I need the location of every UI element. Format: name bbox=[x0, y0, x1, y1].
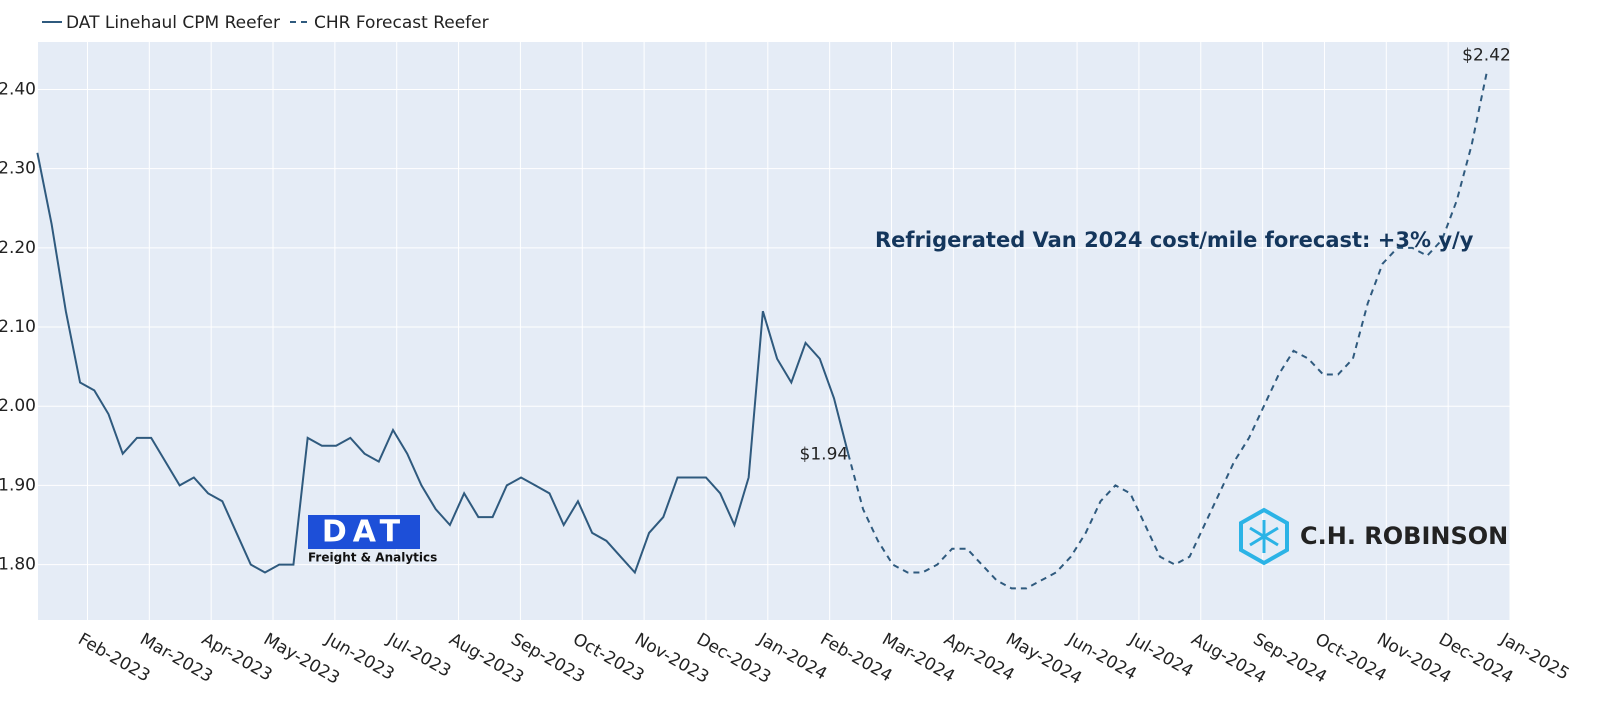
data-label: $1.94 bbox=[800, 445, 849, 465]
y-tick-label: 2.20 bbox=[0, 238, 36, 258]
plot-area bbox=[38, 42, 1510, 620]
logo-box bbox=[308, 515, 420, 549]
data-label: $2.42 bbox=[1462, 46, 1511, 66]
lines bbox=[36, 73, 1488, 590]
y-tick-label: 1.80 bbox=[0, 555, 36, 575]
y-tick-label: 2.40 bbox=[0, 80, 36, 100]
series-line bbox=[847, 73, 1488, 590]
dat-logo: DAT Freight & Analytics bbox=[308, 515, 437, 565]
y-tick-label: 1.90 bbox=[0, 475, 36, 495]
y-tick-label: 2.10 bbox=[0, 317, 36, 337]
logo-icon-lines bbox=[1249, 520, 1279, 553]
legend-label: CHR Forecast Reefer bbox=[314, 13, 489, 33]
logo-text: C.H. ROBINSON bbox=[1300, 522, 1508, 550]
logo-text: DAT bbox=[322, 515, 406, 550]
y-tick-label: 2.30 bbox=[0, 159, 36, 179]
series-line bbox=[36, 152, 850, 575]
logo-icon bbox=[1239, 507, 1289, 566]
chr-logo: C.H. ROBINSON bbox=[1239, 507, 1508, 566]
annotation: Refrigerated Van 2024 cost/mile forecast… bbox=[875, 228, 1474, 252]
legend: DAT Linehaul CPM Reefer CHR Forecast Reef… bbox=[42, 13, 489, 33]
legend-label: DAT Linehaul CPM Reefer bbox=[66, 13, 280, 33]
y-tick-label: 2.00 bbox=[0, 396, 36, 416]
grid bbox=[38, 42, 1511, 620]
logo-tagline: Freight & Analytics bbox=[308, 551, 437, 565]
